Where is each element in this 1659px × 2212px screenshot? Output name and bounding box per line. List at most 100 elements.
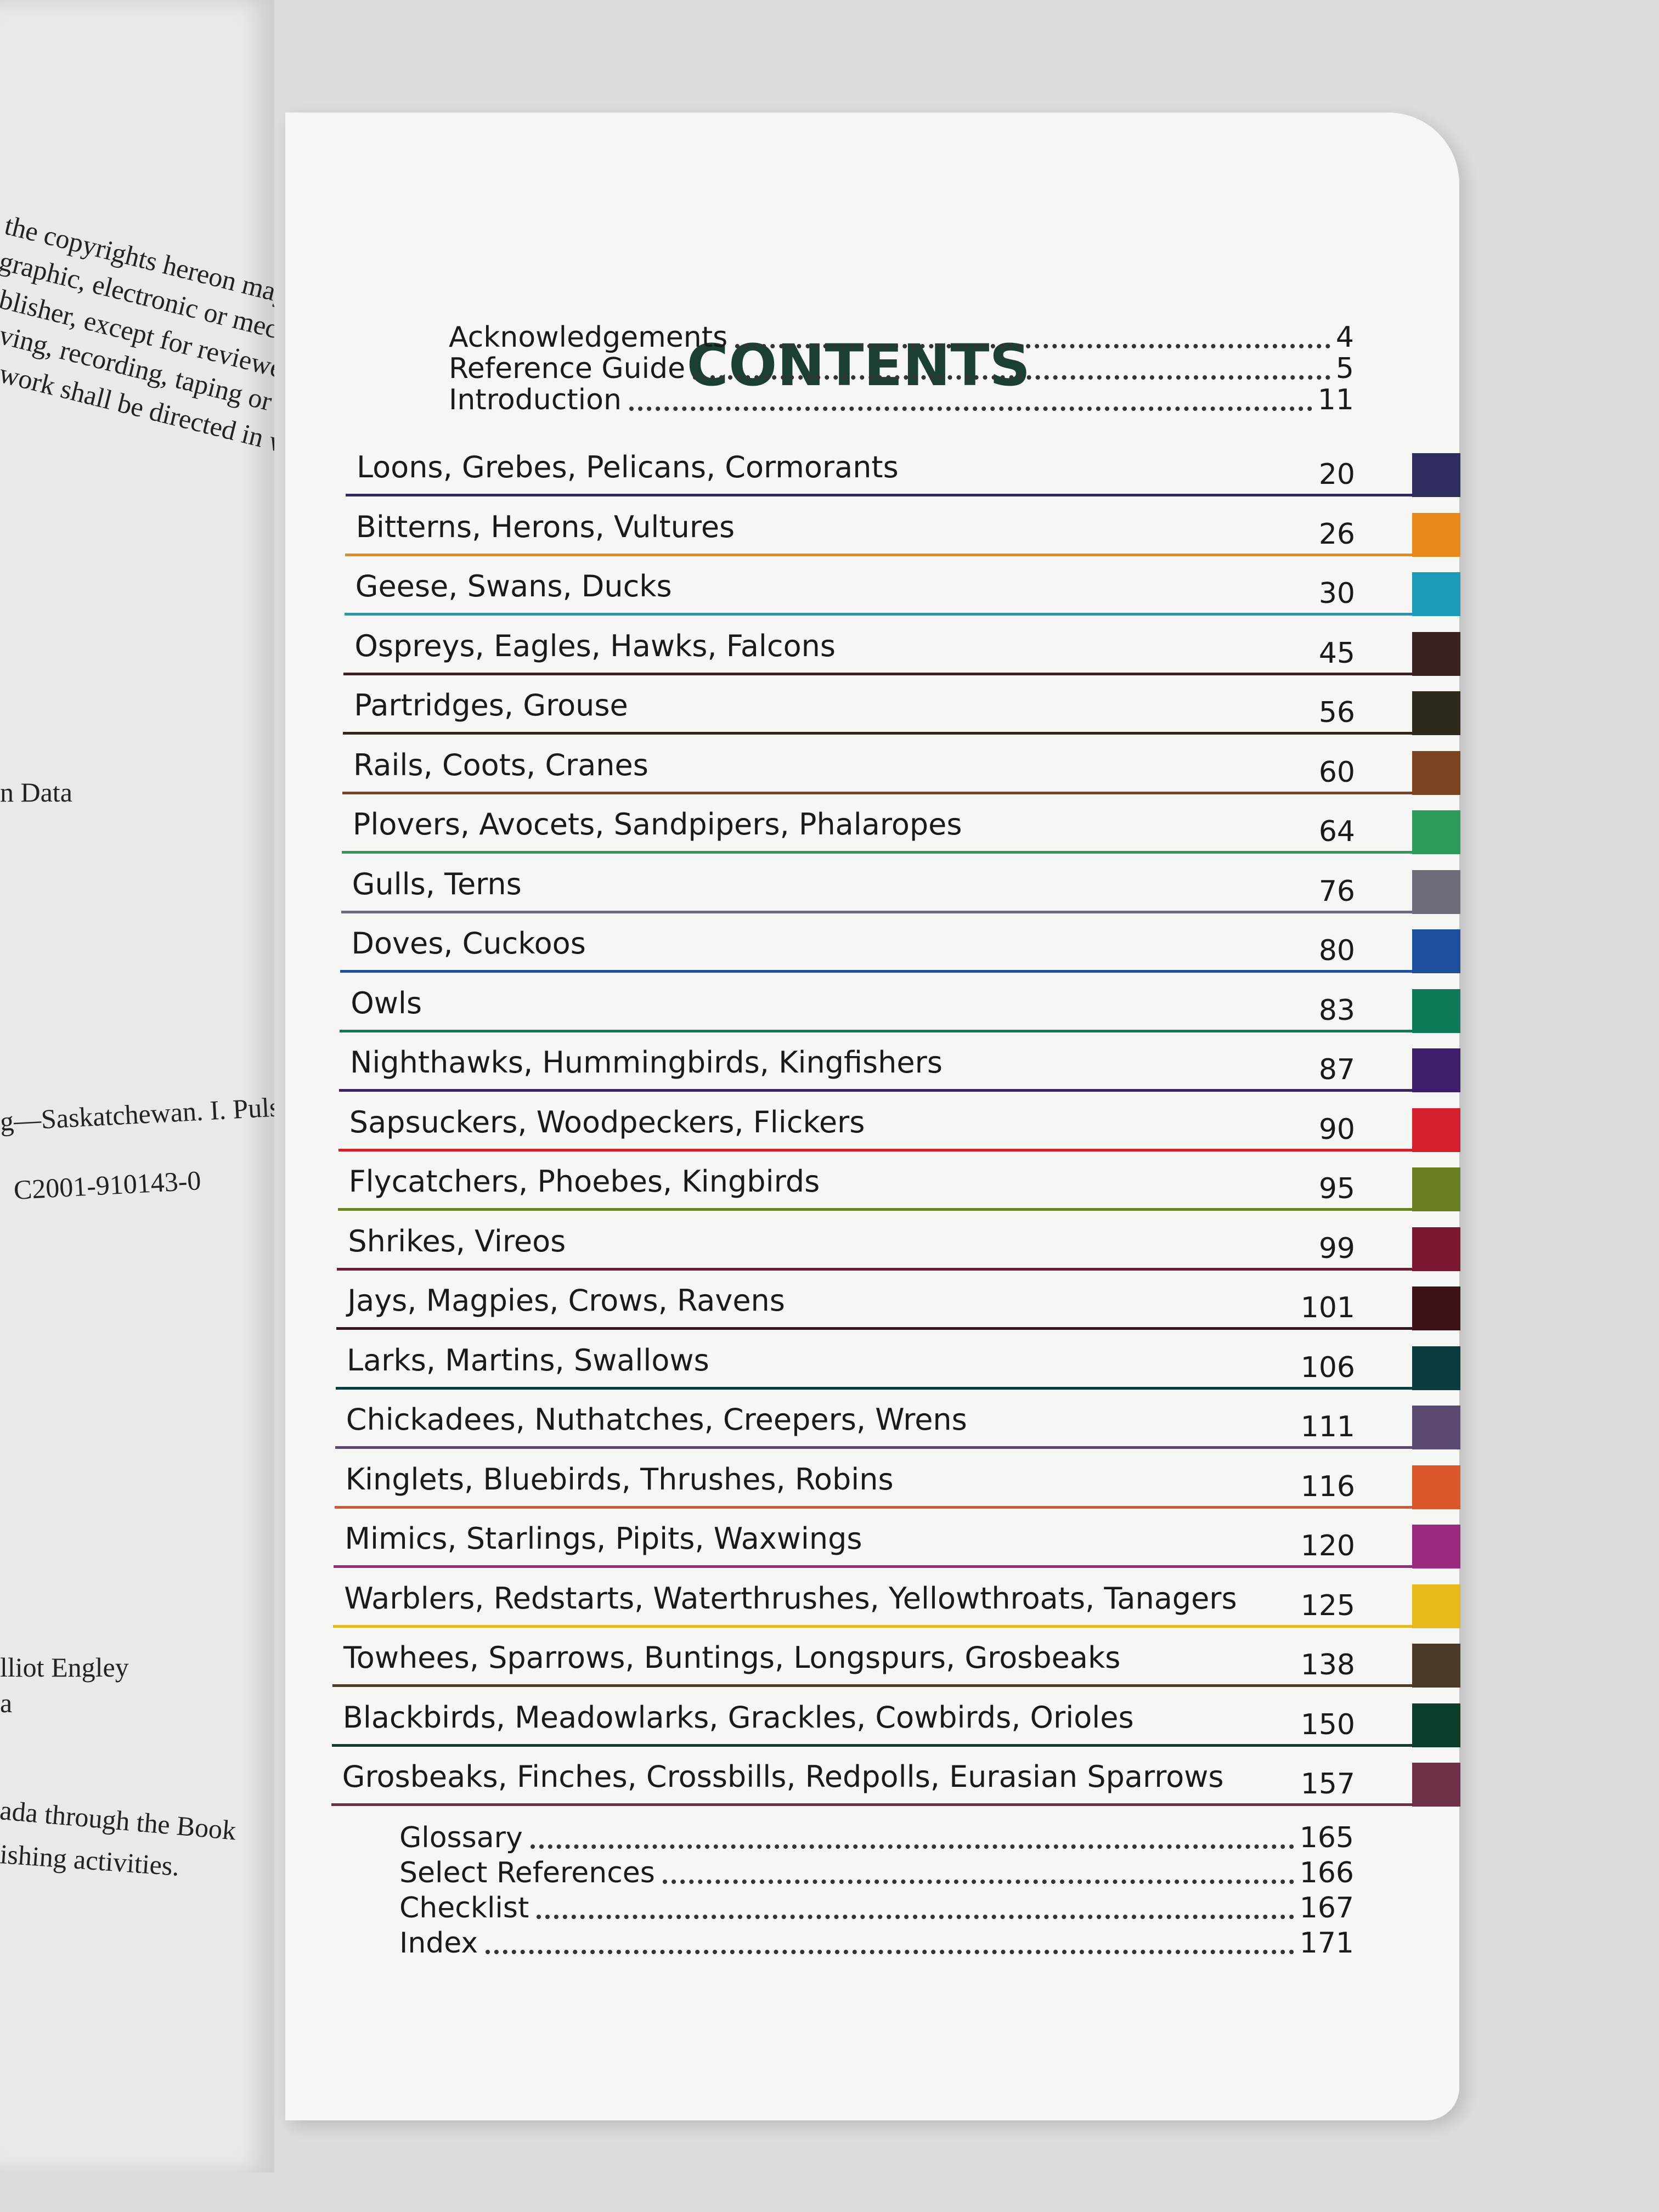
- entry-label: Acknowledgements: [449, 321, 728, 354]
- section-tab: [1412, 810, 1460, 854]
- entry-label: Index: [399, 1927, 478, 1960]
- entry-page: 166: [1299, 1857, 1354, 1889]
- left-page-text: ada through the Book: [0, 1795, 238, 1846]
- section-rule: [339, 1089, 1415, 1092]
- toc-entry: Select References 166: [399, 1857, 1354, 1889]
- section-label: Flycatchers, Phoebes, Kingbirds: [348, 1164, 820, 1199]
- entry-label: Reference Guide: [449, 352, 686, 385]
- section-rule: [345, 553, 1415, 556]
- section-rule: [334, 1565, 1415, 1568]
- section-tab: [1412, 1108, 1460, 1152]
- leader: [530, 1844, 1294, 1849]
- section-label: Rails, Coots, Cranes: [353, 747, 648, 782]
- section-rule: [341, 910, 1415, 913]
- section-tab: [1412, 929, 1460, 973]
- section-rule: [346, 494, 1415, 496]
- section-rule: [343, 732, 1415, 735]
- section-tab: [1412, 453, 1460, 497]
- section-tab: [1412, 691, 1460, 735]
- section-rule: [336, 1386, 1415, 1390]
- section-page: 45: [1318, 636, 1355, 670]
- entry-page: 11: [1317, 383, 1354, 416]
- left-page-text: a: [0, 1688, 13, 1718]
- section-page: 80: [1318, 934, 1355, 967]
- entry-page: 4: [1335, 321, 1354, 354]
- section-tab: [1412, 751, 1460, 795]
- section-tab: [1412, 572, 1460, 616]
- left-page-text: lliot Engley: [0, 1652, 129, 1683]
- section-rule: [337, 1267, 1415, 1271]
- section-rule: [338, 1148, 1415, 1152]
- section-page: 101: [1300, 1291, 1355, 1324]
- section-label: Partridges, Grouse: [354, 688, 628, 723]
- section-tab: [1412, 989, 1460, 1033]
- section-page: 138: [1300, 1649, 1355, 1681]
- section-tab: [1412, 512, 1460, 557]
- section-label: Blackbirds, Meadowlarks, Grackles, Cowbi…: [342, 1700, 1134, 1735]
- section-label: Gulls, Terns: [352, 866, 522, 901]
- section-label: Loons, Grebes, Pelicans, Cormorants: [357, 450, 899, 484]
- section-rule: [340, 970, 1415, 973]
- section-page: 99: [1318, 1232, 1355, 1265]
- entry-page: 5: [1335, 352, 1354, 385]
- section-page: 30: [1318, 577, 1355, 610]
- section-tab: [1412, 1048, 1460, 1092]
- section-rule: [336, 1327, 1415, 1330]
- section-label: Ospreys, Eagles, Hawks, Falcons: [354, 628, 836, 663]
- section-rule: [333, 1624, 1415, 1628]
- section-page: 95: [1318, 1172, 1355, 1205]
- section-rule: [344, 613, 1415, 616]
- entry-label: Checklist: [399, 1892, 529, 1925]
- section-page: 83: [1318, 994, 1355, 1027]
- section-rule: [335, 1446, 1415, 1449]
- section-rule: [331, 1743, 1415, 1747]
- section-tab: [1412, 1584, 1460, 1628]
- section-label: Owls: [351, 985, 422, 1020]
- entry-page: 171: [1299, 1927, 1354, 1960]
- section-page: 106: [1300, 1351, 1355, 1384]
- section-tab: [1412, 1525, 1460, 1568]
- section-tab: [1412, 1346, 1460, 1390]
- section-tab: [1412, 1703, 1460, 1747]
- leader: [537, 1915, 1294, 1919]
- section-rule: [331, 1803, 1415, 1806]
- section-rule: [341, 851, 1415, 854]
- entry-label: Glossary: [399, 1821, 523, 1854]
- section-page: 60: [1318, 755, 1355, 789]
- contents-page: CONTENTS Acknowledgements 4 Reference Guid…: [285, 112, 1460, 2120]
- left-page-text: ishing activities.: [0, 1838, 180, 1882]
- section-rule: [340, 1029, 1415, 1032]
- section-tab: [1412, 1167, 1460, 1211]
- section-rule: [342, 791, 1415, 794]
- leader: [486, 1950, 1294, 1954]
- entry-label: Introduction: [449, 383, 622, 416]
- toc-entry: Introduction 11: [449, 383, 1354, 416]
- section-label: Nighthawks, Hummingbirds, Kingfishers: [350, 1045, 943, 1080]
- section-label: Bitterns, Herons, Vultures: [356, 509, 735, 544]
- section-page: 125: [1300, 1589, 1355, 1622]
- section-page: 90: [1318, 1113, 1355, 1146]
- left-page: the copyrights hereon may begraphic, ele…: [0, 0, 274, 2172]
- section-tab: [1412, 1763, 1460, 1807]
- section-tab: [1412, 1227, 1460, 1271]
- section-label: Warblers, Redstarts, Waterthrushes, Yell…: [344, 1581, 1237, 1616]
- section-page: 56: [1318, 696, 1355, 729]
- section-page: 111: [1300, 1410, 1355, 1443]
- section-label: Chickadees, Nuthatches, Creepers, Wrens: [346, 1402, 967, 1437]
- toc-entry: Glossary 165: [399, 1821, 1354, 1854]
- section-label: Grosbeaks, Finches, Crossbills, Redpolls…: [342, 1759, 1224, 1794]
- left-page-text: n Data: [0, 777, 72, 808]
- section-tab: [1412, 1644, 1460, 1688]
- section-page: 116: [1300, 1470, 1355, 1503]
- leader: [662, 1880, 1294, 1884]
- section-label: Sapsuckers, Woodpeckers, Flickers: [349, 1104, 865, 1139]
- section-label: Geese, Swans, Ducks: [355, 569, 672, 603]
- section-page: 26: [1318, 517, 1355, 551]
- entry-label: Select References: [399, 1857, 655, 1889]
- section-rule: [334, 1505, 1415, 1509]
- section-rule: [343, 672, 1415, 675]
- section-label: Doves, Cuckoos: [351, 926, 586, 961]
- toc-entry: Checklist 167: [399, 1892, 1354, 1925]
- section-label: Larks, Martins, Swallows: [347, 1342, 709, 1378]
